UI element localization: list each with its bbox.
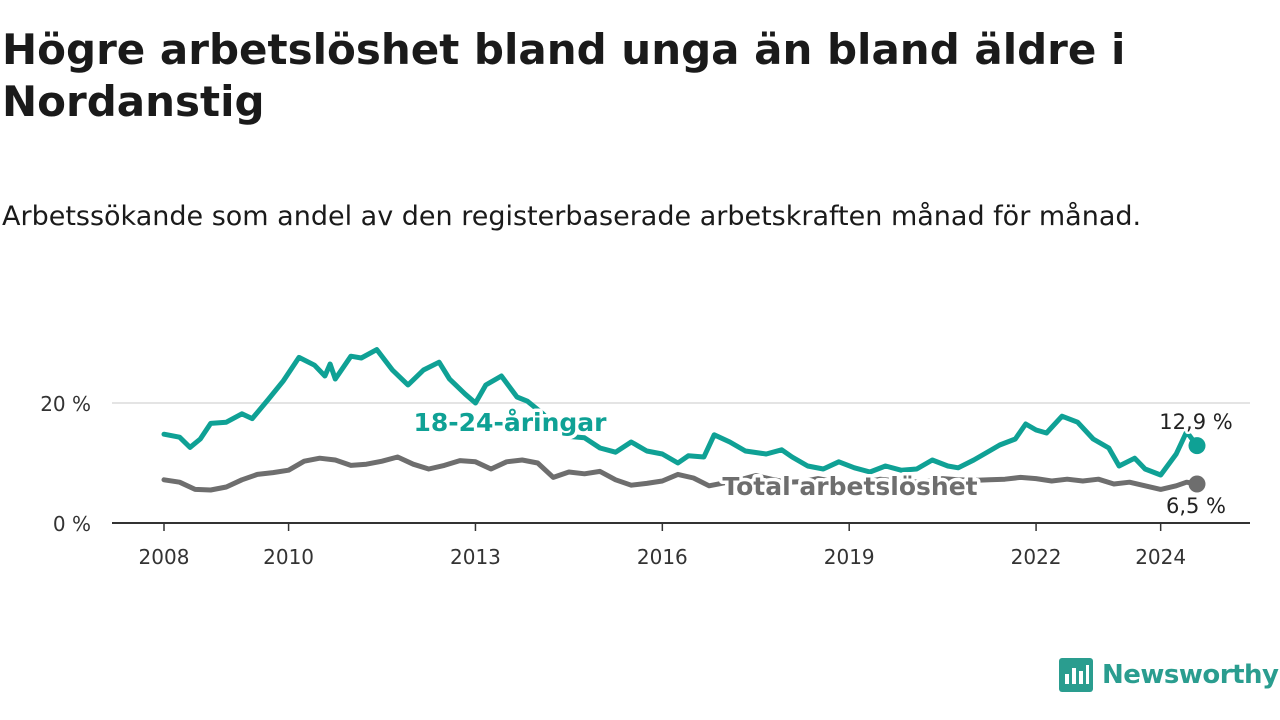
x-tick-label: 2013 (450, 545, 501, 569)
gridlines: 0 % 20 % (40, 392, 1250, 536)
end-point-young (1188, 437, 1206, 455)
y-tick-label: 0 % (53, 512, 91, 536)
brand-logo: Newsworthy (1058, 654, 1280, 696)
bar-chart-logo-icon (1059, 658, 1093, 692)
y-tick-label: 20 % (40, 392, 91, 416)
x-tick-label: 2008 (139, 545, 190, 569)
end-value-total: 6,5 % (1166, 494, 1226, 518)
end-value-young: 12,9 % (1159, 410, 1232, 434)
chart-title: Högre arbetslöshet bland unga än bland ä… (2, 25, 1126, 126)
x-axis: 2008 2010 2013 2016 2019 2022 2024 (112, 522, 1250, 569)
series-label-total: Total arbetslöshet (722, 472, 977, 501)
series-label-young: 18-24-åringar (414, 408, 608, 437)
x-tick-label: 2010 (263, 545, 314, 569)
chart-subtitle: Arbetssökande som andel av den registerb… (2, 201, 1142, 232)
series-line-young (161, 347, 1200, 478)
x-tick-label: 2019 (824, 545, 875, 569)
brand-name: Newsworthy (1102, 660, 1279, 690)
series-lines (161, 347, 1206, 493)
end-point-total (1188, 475, 1206, 493)
annotations: 18-24-åringar Total arbetslöshet 12,9 % 6,5… (410, 405, 1235, 521)
series-line-total (161, 454, 1200, 493)
x-tick-label: 2022 (1011, 545, 1062, 569)
x-tick-label: 2016 (637, 545, 688, 569)
x-tick-label: 2024 (1135, 545, 1186, 569)
